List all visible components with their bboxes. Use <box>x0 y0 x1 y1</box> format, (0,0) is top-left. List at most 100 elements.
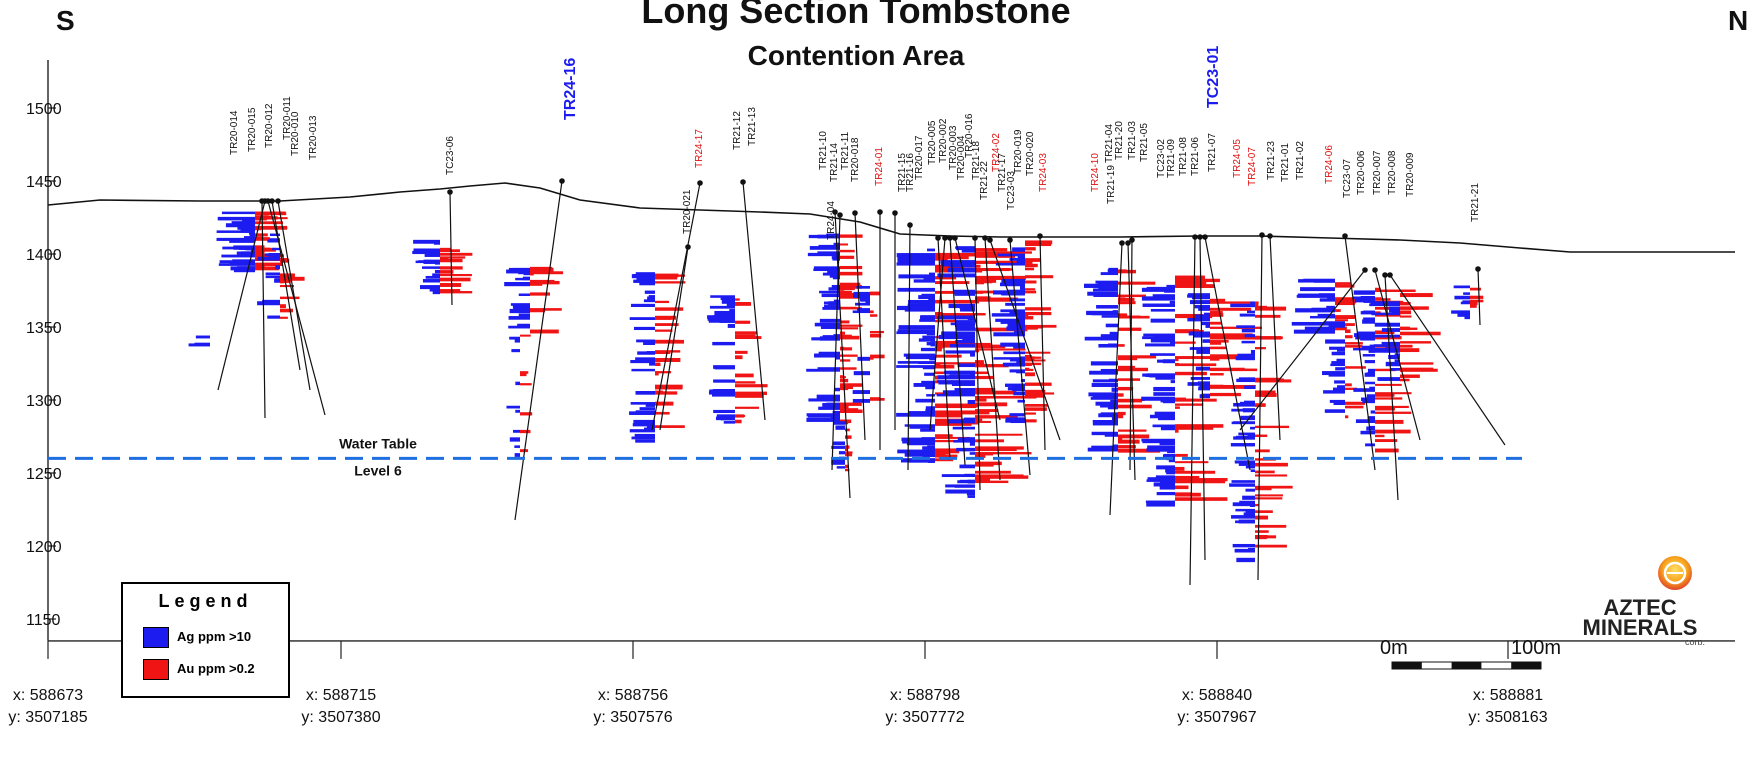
ag-intercept <box>217 216 255 221</box>
au-intercept <box>1025 326 1038 330</box>
au-intercept <box>975 364 1009 368</box>
ag-intercept <box>1388 309 1400 313</box>
ag-intercept <box>816 394 840 399</box>
au-intercept <box>255 245 265 248</box>
ag-intercept <box>1104 434 1118 437</box>
au-intercept <box>975 299 1013 302</box>
ag-intercept <box>629 429 655 433</box>
ag-intercept <box>838 451 845 455</box>
au-intercept <box>1118 437 1123 441</box>
ag-intercept <box>1153 386 1175 392</box>
ag-intercept <box>709 305 735 309</box>
ag-intercept <box>637 351 655 355</box>
ag-intercept <box>903 353 935 357</box>
au-intercept <box>1335 282 1351 285</box>
ag-intercept <box>807 252 840 257</box>
drill-hole-label: TR20-015 <box>247 107 258 152</box>
ag-intercept <box>896 412 935 417</box>
ag-intercept <box>941 474 975 478</box>
au-intercept <box>1025 280 1037 284</box>
drill-trace <box>1384 274 1399 501</box>
au-intercept <box>840 384 859 387</box>
ag-intercept <box>1460 301 1470 305</box>
ag-intercept <box>905 355 935 360</box>
ag-intercept <box>1189 347 1210 350</box>
au-intercept <box>1175 497 1228 501</box>
ag-intercept <box>727 296 735 301</box>
ag-intercept <box>1141 438 1175 442</box>
ag-intercept <box>719 320 735 323</box>
au-intercept <box>840 375 844 379</box>
ag-intercept <box>827 270 840 274</box>
au-intercept <box>440 277 471 282</box>
collar-marker <box>987 237 993 243</box>
ag-intercept <box>1238 432 1255 436</box>
ag-intercept <box>1367 416 1375 420</box>
ag-intercept <box>819 336 840 341</box>
drill-hole-label: TR21-23 <box>1266 141 1277 180</box>
ag-intercept <box>631 436 655 440</box>
ag-intercept <box>1000 309 1025 313</box>
ag-intercept <box>1235 508 1255 512</box>
logo-line2: MINERALS <box>1583 615 1698 640</box>
au-intercept <box>655 358 681 362</box>
au-intercept <box>1255 530 1269 533</box>
ag-intercept <box>1236 378 1255 383</box>
ag-intercept <box>1087 291 1118 296</box>
drill-hole-label: TR24-04 <box>826 201 837 240</box>
au-intercept <box>1375 289 1416 293</box>
scale-bar: 0m 100m <box>1380 637 1561 670</box>
au-intercept <box>935 347 942 352</box>
au-intercept <box>1025 407 1047 411</box>
au-intercept <box>1375 307 1397 310</box>
au-intercept <box>1345 329 1351 334</box>
au-intercept <box>280 276 305 281</box>
ag-intercept <box>834 325 840 330</box>
ag-intercept <box>635 410 655 414</box>
au-intercept <box>1210 341 1222 345</box>
ag-intercept <box>1366 394 1375 399</box>
collar-marker <box>1007 237 1013 243</box>
au-intercept <box>1375 397 1403 400</box>
ag-intercept <box>1363 317 1375 321</box>
au-intercept <box>1255 379 1292 383</box>
ag-intercept <box>1163 453 1175 457</box>
ag-intercept <box>1360 296 1375 300</box>
ag-intercept <box>993 357 1025 360</box>
au-intercept <box>255 226 288 229</box>
au-intercept <box>975 446 1024 450</box>
au-intercept <box>1255 336 1283 340</box>
au-intercept <box>845 428 850 432</box>
ag-intercept <box>1319 298 1335 302</box>
au-intercept <box>655 371 659 376</box>
drill-trace <box>831 214 841 471</box>
drill-trace <box>449 191 453 306</box>
ag-intercept <box>512 304 530 309</box>
au-intercept <box>840 386 853 390</box>
ag-intercept <box>859 296 870 301</box>
au-intercept <box>870 291 881 296</box>
ag-intercept <box>1360 430 1375 435</box>
ag-intercept <box>950 344 975 348</box>
ag-intercept <box>639 407 655 411</box>
collar-marker <box>935 235 941 241</box>
ag-intercept <box>1087 447 1118 452</box>
ag-intercept <box>1110 445 1118 449</box>
au-intercept <box>1118 365 1136 369</box>
ag-intercept <box>221 254 255 258</box>
au-intercept <box>1345 342 1363 345</box>
ag-intercept <box>967 399 975 405</box>
drill-hole-label: TR21-15 <box>897 153 908 192</box>
au-intercept <box>840 320 850 324</box>
ag-intercept <box>716 414 735 418</box>
ag-intercept <box>1100 334 1118 339</box>
au-intercept <box>1175 478 1228 482</box>
elevation-axis: 1500 1450 1400 1350 1300 1250 1200 1150 <box>26 60 1735 642</box>
au-intercept <box>255 211 286 215</box>
ag-intercept <box>1239 313 1255 317</box>
drill-hole-label: TR21-19 <box>1106 165 1117 204</box>
drill-hole-label: TR21-17 <box>997 153 1008 192</box>
au-intercept <box>1175 282 1207 285</box>
au-intercept <box>735 391 767 396</box>
au-intercept <box>935 423 963 426</box>
